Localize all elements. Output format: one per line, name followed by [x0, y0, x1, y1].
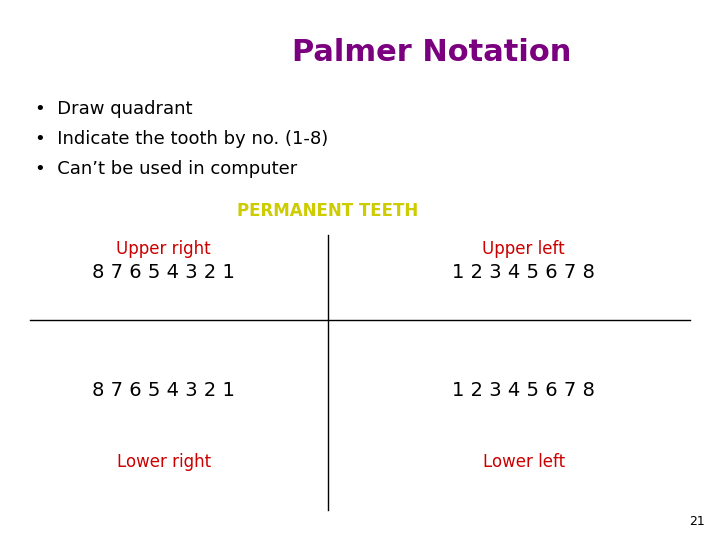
Text: •  Can’t be used in computer: • Can’t be used in computer — [35, 160, 297, 178]
Text: Upper left: Upper left — [482, 240, 565, 258]
Text: •  Indicate the tooth by no. (1-8): • Indicate the tooth by no. (1-8) — [35, 130, 328, 148]
Text: 21: 21 — [689, 515, 705, 528]
Text: Lower left: Lower left — [482, 453, 565, 471]
Text: 8 7 6 5 4 3 2 1: 8 7 6 5 4 3 2 1 — [92, 263, 235, 282]
Text: Lower right: Lower right — [117, 453, 211, 471]
Text: Palmer Notation: Palmer Notation — [292, 38, 572, 67]
Text: PERMANENT TEETH: PERMANENT TEETH — [237, 202, 418, 220]
Text: 8 7 6 5 4 3 2 1: 8 7 6 5 4 3 2 1 — [92, 381, 235, 400]
Text: 1 2 3 4 5 6 7 8: 1 2 3 4 5 6 7 8 — [452, 381, 595, 400]
Text: Upper right: Upper right — [117, 240, 211, 258]
Text: 1 2 3 4 5 6 7 8: 1 2 3 4 5 6 7 8 — [452, 263, 595, 282]
Text: •  Draw quadrant: • Draw quadrant — [35, 100, 192, 118]
